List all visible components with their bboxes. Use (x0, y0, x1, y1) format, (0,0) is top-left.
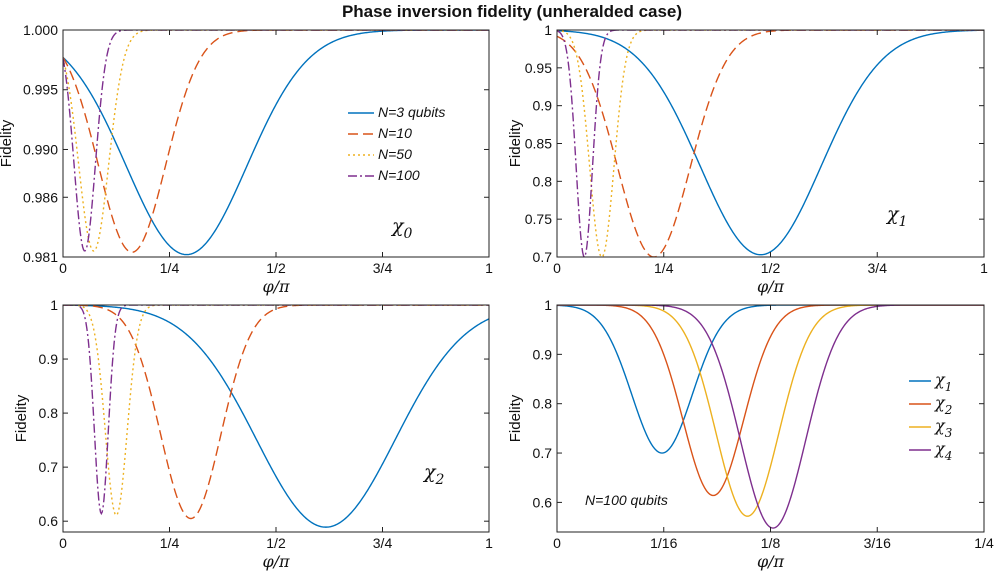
x-tick-label: 1/4 (160, 260, 180, 276)
y-tick-label: 0.7 (533, 445, 553, 461)
legend-label: N=10 (378, 125, 412, 141)
x-tick-label: 0 (553, 535, 561, 551)
series-line-3 (557, 30, 984, 257)
y-tick-label: 0.995 (23, 82, 58, 98)
y-tick-label: 0.990 (23, 141, 58, 157)
x-tick-label: 1/4 (974, 535, 994, 551)
y-axis-label: Fidelity (507, 394, 524, 442)
x-tick-label: 1/2 (761, 260, 781, 276)
legend-label-subscript: 2 (944, 403, 953, 417)
y-tick-label: 0.8 (39, 405, 59, 421)
y-tick-label: 0.95 (525, 60, 552, 76)
chart-panel-3: 0 1/4 1/2 3/4 1 0.6 0.7 0.8 0.9 1 φ/π Fidelity χ2 (13, 297, 493, 571)
y-tick-label: 0.8 (533, 396, 553, 412)
y-tick-label: 1 (50, 297, 58, 313)
legend: N=3 qubits N=10 N=50 N=100 (348, 104, 445, 183)
y-axis-label: Fidelity (507, 119, 524, 167)
legend-label: χ1 (934, 370, 952, 394)
panel-annotation: χ2 (422, 461, 445, 488)
series-line-4 (557, 30, 984, 257)
y-axis-label: Fidelity (0, 119, 15, 167)
panel-annotation: χ0 (390, 215, 413, 242)
x-tick-label: 1/16 (650, 535, 677, 551)
y-tick-label: 0.9 (533, 98, 553, 114)
x-tick-label: 3/16 (864, 535, 891, 551)
x-tick-label: 1/2 (266, 535, 286, 551)
series-line-2 (63, 305, 489, 520)
y-tick-label: 0.6 (533, 494, 553, 510)
y-tick-label: 0.986 (23, 189, 58, 205)
series-line-1 (63, 30, 489, 256)
chart-panel-4: 0 1/16 1/8 3/16 1/4 0.6 0.7 0.8 0.9 1 φ/π Fidelity N… (507, 297, 994, 571)
x-axis-label: φ/π (262, 277, 290, 296)
x-axis-label: φ/π (757, 552, 785, 571)
y-tick-label: 1 (544, 22, 552, 38)
series-line-2 (63, 30, 489, 253)
chart-panel-2: 0 1/4 1/2 3/4 1 0.7 0.75 0.8 0.85 0.9 0.95 1 φ/π Fide… (507, 22, 988, 296)
series-line-1 (557, 305, 984, 454)
x-tick-label: 3/4 (373, 260, 393, 276)
axes-box (556, 29, 985, 258)
x-tick-label: 0 (553, 260, 561, 276)
chart-panel-1: 0 1/4 1/2 3/4 1 0.981 0.986 0.990 0.995 1.000 φ/π F… (0, 22, 493, 296)
panel-annotation-subscript: 0 (404, 226, 413, 242)
panel-note: N=100 qubits (585, 492, 668, 508)
x-tick-label: 1 (485, 535, 493, 551)
x-tick-label: 1/8 (761, 535, 781, 551)
x-tick-label: 3/4 (868, 260, 888, 276)
panel-annotation: χ1 (885, 203, 907, 230)
legend-label-subscript: 4 (944, 449, 953, 463)
y-tick-label: 0.6 (39, 513, 59, 529)
axes-box (62, 29, 490, 258)
series-line-3 (63, 305, 489, 516)
legend-label: N=100 (378, 167, 420, 183)
y-tick-label: 0.9 (533, 346, 553, 362)
y-tick-label: 1.000 (23, 22, 58, 38)
x-tick-label: 1/2 (266, 260, 286, 276)
y-tick-label: 0.981 (23, 249, 58, 265)
x-axis-label: φ/π (757, 277, 785, 296)
y-tick-label: 1 (544, 297, 552, 313)
figure-title: Phase inversion fidelity (unheralded cas… (342, 2, 682, 21)
x-axis-label: φ/π (262, 552, 290, 571)
x-tick-label: 1/4 (160, 535, 180, 551)
legend-label-subscript: 3 (945, 426, 953, 440)
y-axis-label: Fidelity (13, 394, 30, 442)
y-tick-label: 0.7 (39, 459, 59, 475)
y-tick-label: 0.7 (533, 249, 553, 265)
y-tick-label: 0.9 (39, 351, 59, 367)
legend-label: N=50 (378, 146, 412, 162)
x-tick-label: 0 (59, 535, 67, 551)
x-tick-label: 1 (485, 260, 493, 276)
x-tick-label: 3/4 (373, 535, 393, 551)
series-line-3 (63, 30, 489, 252)
y-tick-label: 0.8 (533, 173, 553, 189)
series-line-4 (63, 30, 489, 252)
legend-label: N=3 qubits (378, 104, 445, 120)
x-tick-label: 1/4 (654, 260, 674, 276)
y-tick-label: 0.85 (525, 136, 552, 152)
x-tick-label: 0 (59, 260, 67, 276)
panel-annotation-subscript: 1 (899, 214, 908, 230)
y-tick-label: 0.75 (525, 211, 552, 227)
panel-annotation-subscript: 2 (435, 472, 445, 488)
legend-label: χ2 (934, 393, 952, 417)
axes-box (62, 304, 490, 533)
legend-label: χ4 (934, 439, 952, 463)
series-line-1 (63, 305, 489, 528)
series-line-1 (557, 30, 984, 256)
legend-label: χ3 (934, 416, 953, 440)
x-tick-label: 1 (980, 260, 988, 276)
series-line-2 (557, 30, 984, 257)
legend-label-subscript: 1 (945, 380, 953, 394)
series-line-2 (557, 305, 984, 497)
